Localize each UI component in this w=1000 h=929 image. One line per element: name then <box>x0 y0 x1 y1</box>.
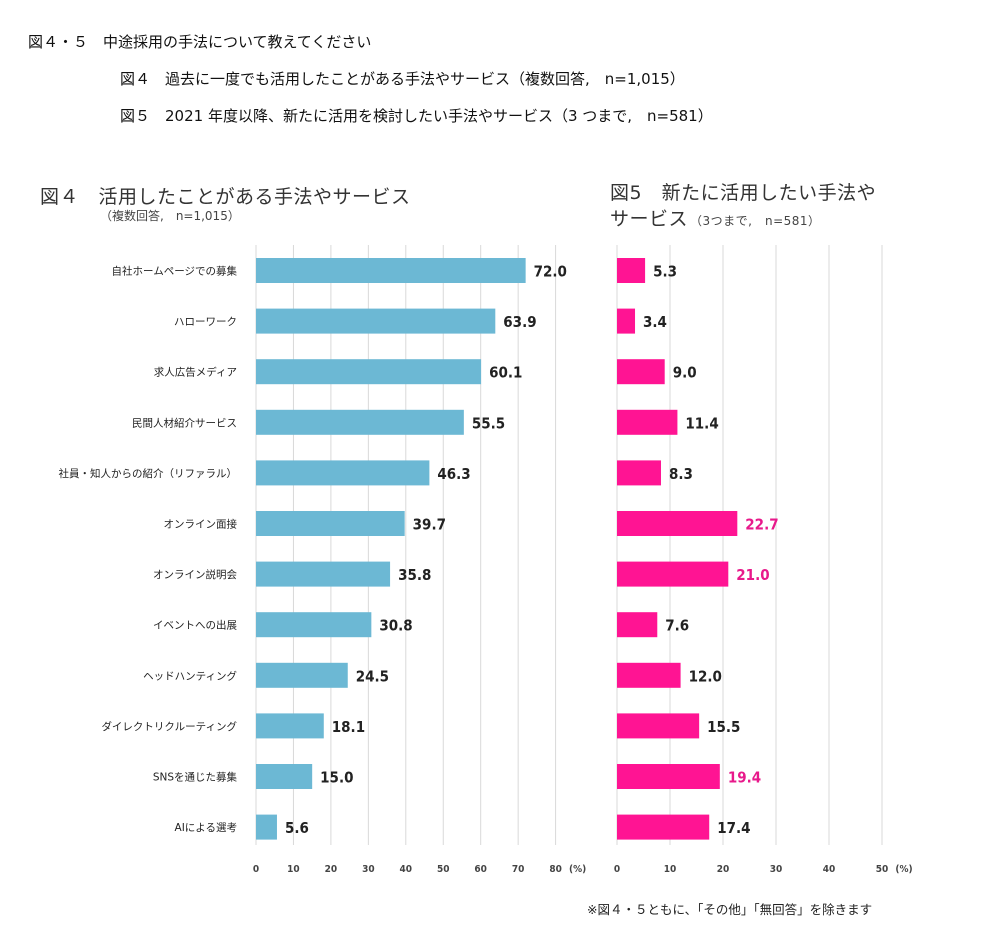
fig5-bar <box>617 662 681 688</box>
fig4-data-label: 46.3 <box>437 465 470 483</box>
fig4-data-label: 18.1 <box>332 718 365 736</box>
fig4-bar <box>256 662 348 688</box>
fig4-tick-label: 60 <box>474 864 487 875</box>
category-label: ダイレクトリクルーティング <box>101 720 237 733</box>
fig5-bar <box>617 258 646 283</box>
fig5-bar <box>617 409 678 435</box>
fig5-subtitle: （3つまで, n=581） <box>690 214 821 228</box>
figure4-description: 図４ 過去に一度でも活用したことがある手法やサービス（複数回答, n=1,015… <box>120 70 685 88</box>
fig5-bar <box>617 359 665 385</box>
category-label: 社員・知人からの紹介（リファラル） <box>59 467 238 480</box>
fig5-tick-label: 40 <box>823 864 836 875</box>
fig5-bar <box>617 814 710 840</box>
fig5-title-line2-text: サービス <box>610 208 689 230</box>
fig4-bar <box>256 308 496 334</box>
fig5-bar <box>617 561 729 587</box>
fig4-data-label: 30.8 <box>379 617 412 635</box>
report-heading: 図４・５ 中途採用の手法について教えてください <box>28 33 372 51</box>
category-label: オンライン説明会 <box>153 568 237 581</box>
fig5-tick-label: 30 <box>770 864 783 875</box>
fig4-bar <box>256 258 526 283</box>
fig4-unit-label: (%) <box>569 864 586 875</box>
fig4-data-label: 5.6 <box>285 819 309 837</box>
fig4-data-label: 35.8 <box>398 566 431 584</box>
figure5-description: 図５ 2021 年度以降、新たに活用を検討したい手法やサービス（3 つまで, n… <box>120 107 713 125</box>
fig4-data-label: 15.0 <box>320 769 353 787</box>
fig5-data-label: 22.7 <box>745 516 778 534</box>
fig4-bar <box>256 713 324 739</box>
fig4-data-label: 60.1 <box>489 364 522 382</box>
fig5-data-label: 9.0 <box>673 364 697 382</box>
category-label: SNSを通じた募集 <box>153 771 238 784</box>
category-label: イベントへの出展 <box>153 619 237 632</box>
fig4-title: 図４ 活用したことがある手法やサービス <box>40 186 411 208</box>
category-label: 自社ホームページでの募集 <box>112 265 238 278</box>
footnote: ※図４・５ともに、「その他」「無回答」を除きます <box>587 902 873 917</box>
category-label: 民間人材紹介サービス <box>132 416 237 429</box>
fig4-data-label: 39.7 <box>413 516 446 534</box>
fig5-bar <box>617 511 738 536</box>
fig4-bar <box>256 460 430 486</box>
fig5-bar <box>617 713 700 739</box>
fig4-data-label: 55.5 <box>472 414 505 432</box>
fig4-bar <box>256 359 482 385</box>
fig5-title-line2: サービス （3つまで, n=581） <box>610 204 821 231</box>
fig5-tick-label: 20 <box>717 864 730 875</box>
fig4-tick-label: 80 <box>549 864 562 875</box>
category-label: 求人広告メディア <box>154 366 237 379</box>
fig4-tick-label: 0 <box>253 864 259 875</box>
fig5-data-label: 17.4 <box>717 819 750 837</box>
fig4-bar <box>256 511 405 536</box>
category-label: オンライン面接 <box>164 518 238 531</box>
fig5-bar <box>617 460 661 486</box>
category-label: ハローワーク <box>174 316 237 328</box>
category-label: ヘッドハンティング <box>143 669 237 682</box>
fig5-data-label: 5.3 <box>653 263 677 281</box>
category-label: AIによる選考 <box>175 821 237 834</box>
fig5-data-label: 15.5 <box>707 718 740 736</box>
fig5-data-label: 12.0 <box>689 667 722 685</box>
fig4-bar <box>256 764 313 789</box>
fig4-tick-label: 20 <box>325 864 338 875</box>
fig5-data-label: 3.4 <box>643 313 667 331</box>
fig5-data-label: 8.3 <box>669 465 693 483</box>
fig4-tick-label: 70 <box>512 864 525 875</box>
fig5-tick-label: 10 <box>664 864 677 875</box>
fig4-data-label: 63.9 <box>503 313 536 331</box>
fig5-tick-label: 0 <box>614 864 620 875</box>
fig5-data-label: 21.0 <box>736 566 769 584</box>
fig5-tick-label: 50 <box>876 864 889 875</box>
fig4-bar <box>256 814 277 840</box>
fig4-bar <box>256 612 372 638</box>
fig5-data-label: 19.4 <box>728 769 761 787</box>
fig4-tick-label: 30 <box>362 864 375 875</box>
fig4-data-label: 24.5 <box>356 667 389 685</box>
fig4-subtitle: （複数回答, n=1,015） <box>100 209 240 223</box>
fig4-bar <box>256 409 464 435</box>
fig4-bar <box>256 561 391 587</box>
fig5-data-label: 7.6 <box>665 617 689 635</box>
fig4-tick-label: 40 <box>400 864 413 875</box>
fig5-data-label: 11.4 <box>685 414 718 432</box>
fig4-data-label: 72.0 <box>534 263 567 281</box>
fig4-tick-label: 10 <box>287 864 300 875</box>
fig5-bar <box>617 764 720 789</box>
fig5-unit-label: (%) <box>895 864 912 875</box>
fig5-bar <box>617 308 636 334</box>
fig5-bar <box>617 612 658 638</box>
fig5-title-line1: 図5 新たに活用したい手法や <box>610 182 877 204</box>
fig4-tick-label: 50 <box>437 864 450 875</box>
